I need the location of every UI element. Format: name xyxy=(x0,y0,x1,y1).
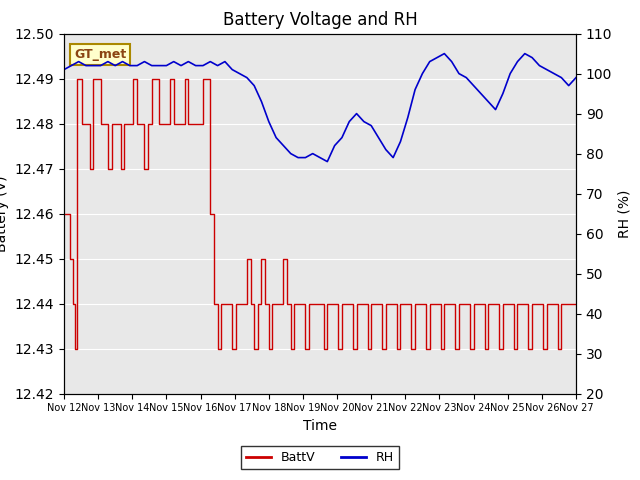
BattV xyxy=(117,166,125,171)
BattV xyxy=(203,76,211,82)
BattV xyxy=(60,211,68,216)
RH xyxy=(60,67,68,72)
Title: Battery Voltage and RH: Battery Voltage and RH xyxy=(223,11,417,29)
RH xyxy=(572,75,580,81)
BattV xyxy=(250,346,258,351)
BattV xyxy=(346,300,353,306)
Line: BattV: BattV xyxy=(64,79,576,348)
BattV xyxy=(386,300,394,306)
Y-axis label: RH (%): RH (%) xyxy=(618,190,632,238)
Line: RH: RH xyxy=(64,54,576,162)
Legend: BattV, RH: BattV, RH xyxy=(241,446,399,469)
RH xyxy=(536,63,543,69)
Y-axis label: Battery (V): Battery (V) xyxy=(0,175,9,252)
BattV xyxy=(481,346,488,351)
RH xyxy=(557,75,565,81)
RH xyxy=(323,159,331,165)
Text: GT_met: GT_met xyxy=(74,48,127,61)
BattV xyxy=(74,76,81,82)
RH xyxy=(133,63,141,69)
X-axis label: Time: Time xyxy=(303,419,337,433)
BattV xyxy=(71,346,79,351)
RH xyxy=(374,135,382,141)
BattV xyxy=(572,300,580,306)
RH xyxy=(75,59,83,64)
RH xyxy=(440,51,448,57)
RH xyxy=(309,151,317,156)
